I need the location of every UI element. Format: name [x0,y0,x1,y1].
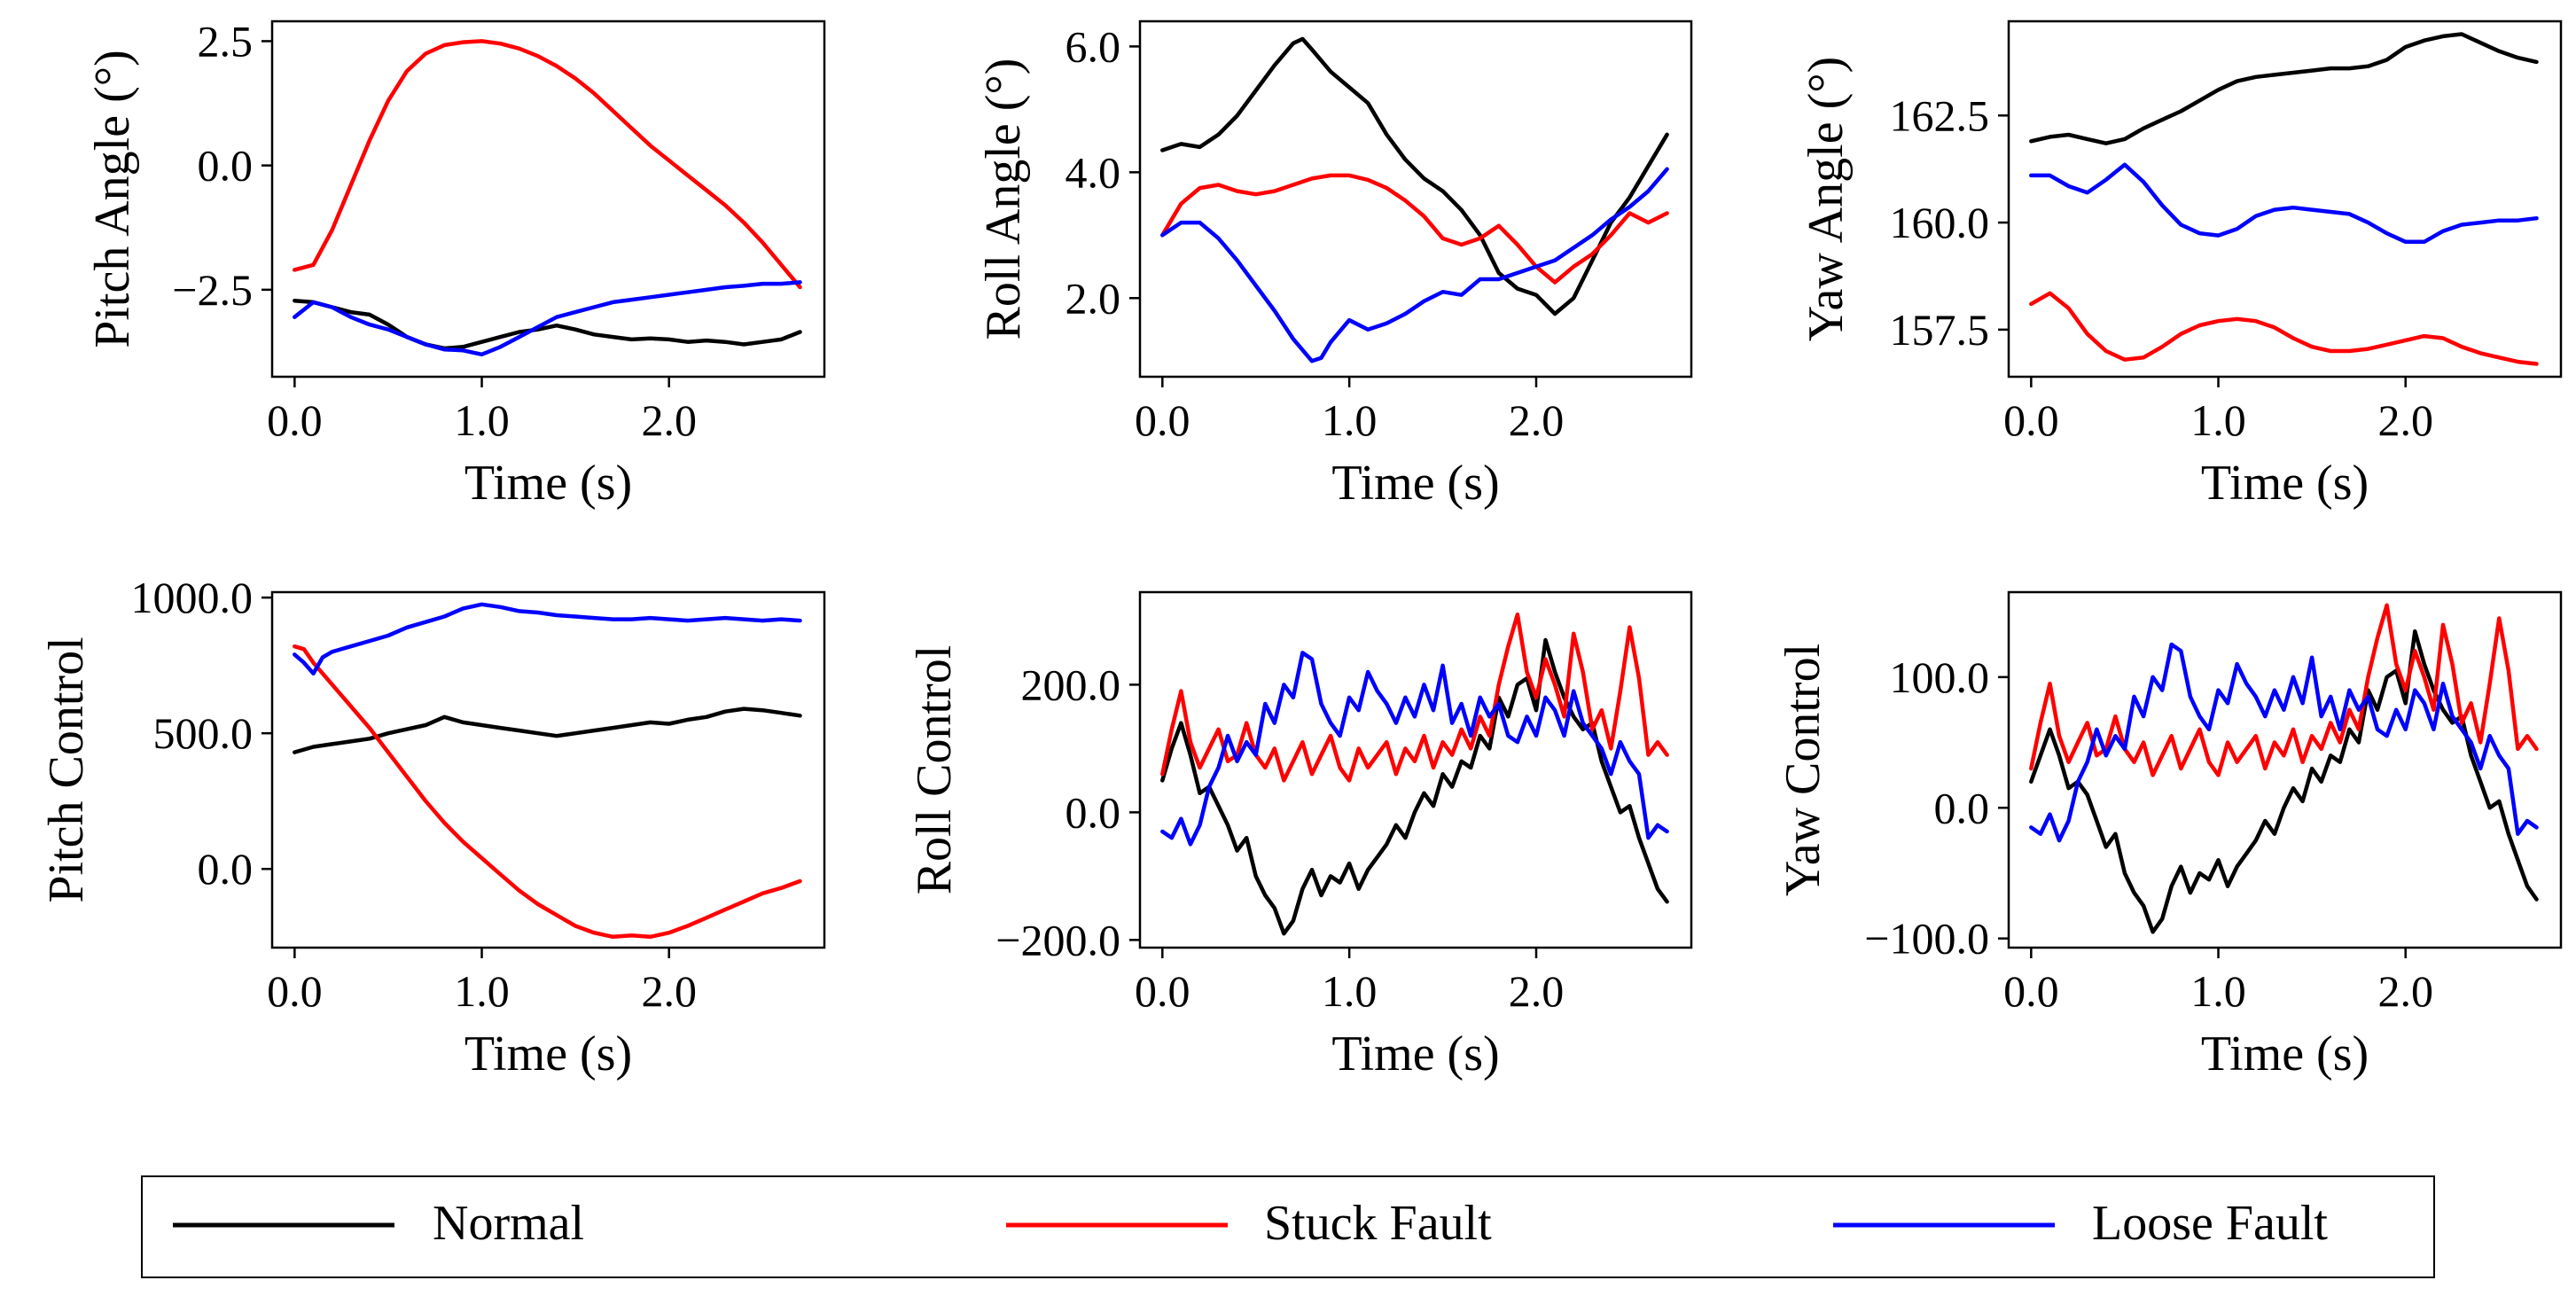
roll-control-series-normal [1160,637,1669,936]
roll-control-xtick-label: 0.0 [1135,966,1190,1016]
yaw-angle-series-stuck [2029,291,2539,366]
roll-control-ytick-label: 200.0 [1021,660,1121,709]
yaw-angle-ylabel: Yaw Angle (°) [1799,57,1854,342]
roll-control-ylabel: Roll Control [907,645,962,895]
pitch-control-xlabel: Time (s) [464,1027,632,1081]
yaw-control-xtick-label: 0.0 [2003,966,2059,1016]
subplot-pitch-control: 0.0 1.0 2.0 0.0 500.0 1000.0 Time (s) Pitch Con… [39,573,826,1081]
roll-angle-series-stuck [1160,173,1669,285]
yaw-angle-xtick-label: 2.0 [2377,395,2433,445]
roll-angle-axes-frame [1138,20,1693,379]
subplot-roll-control: 0.0 1.0 2.0 −200.0 0.0 200.0 Time (s) Roll Cont… [907,590,1693,1081]
yaw-control-xtick-label: 2.0 [2377,966,2433,1016]
roll-control-ytick-label: −200.0 [995,915,1120,964]
yaw-angle-xlabel: Time (s) [2201,456,2369,511]
pitch-angle-xtick-label: 0.0 [267,395,323,445]
yaw-control-series-loose [2029,642,2539,843]
pitch-angle-axes-frame [270,20,826,379]
roll-control-series-stuck [1160,612,1669,783]
pitch-control-series-loose [293,602,802,676]
legend-label-normal: Normal [433,1196,584,1251]
pitch-angle-ytick-label: −2.5 [172,265,253,315]
roll-angle-xtick-label: 2.0 [1509,395,1565,445]
subplot-pitch-angle: 0.0 1.0 2.0 −2.5 0.0 2.5 Time (s) Pitch Angle (… [85,16,826,511]
yaw-angle-ytick-label: 160.0 [1890,198,1990,247]
subplot-roll-angle: 0.0 1.0 2.0 2.0 4.0 6.0 Time (s) Roll Angle (°) [976,20,1693,511]
roll-angle-ytick-label: 6.0 [1066,21,1121,71]
subplot-yaw-control: 0.0 1.0 2.0 −100.0 0.0 100.0 Time (s) Yaw Contr… [1776,590,2563,1081]
roll-angle-ylabel: Roll Angle (°) [976,59,1031,340]
pitch-angle-series-loose [293,280,802,357]
yaw-control-ytick-label: 100.0 [1890,652,1990,702]
roll-angle-xtick-label: 0.0 [1135,395,1190,445]
yaw-angle-xtick-label: 1.0 [2190,395,2246,445]
yaw-angle-series-normal [2029,32,2539,145]
yaw-control-xtick-label: 1.0 [2190,966,2246,1016]
yaw-control-series-normal [2029,628,2539,934]
pitch-control-xtick-label: 1.0 [454,966,510,1016]
pitch-angle-xlabel: Time (s) [464,456,632,511]
pitch-control-xtick-label: 2.0 [641,966,697,1016]
roll-angle-xtick-label: 1.0 [1322,395,1378,445]
pitch-control-ylabel: Pitch Control [39,636,94,902]
roll-angle-ytick-label: 2.0 [1066,273,1121,323]
roll-control-xtick-label: 2.0 [1509,966,1565,1016]
pitch-control-axes-frame [270,590,826,949]
yaw-angle-ytick-label: 162.5 [1890,90,1990,140]
pitch-control-ytick-label: 500.0 [153,708,254,758]
yaw-angle-series-loose [2029,162,2539,245]
pitch-angle-ytick-label: 2.5 [198,16,254,66]
subplot-yaw-angle: 0.0 1.0 2.0 157.5 160.0 162.5 Time (s) Yaw Angl… [1799,20,2563,511]
pitch-control-ytick-label: 0.0 [198,844,254,894]
yaw-control-axes-frame [2007,590,2563,949]
yaw-control-xlabel: Time (s) [2201,1027,2369,1081]
roll-control-axes-frame [1138,590,1693,949]
pitch-control-xtick-label: 0.0 [267,966,323,1016]
yaw-control-ytick-label: −100.0 [1864,914,1989,964]
pitch-control-ytick-label: 1000.0 [131,573,254,622]
pitch-angle-series-stuck [293,39,802,290]
yaw-angle-xtick-label: 0.0 [2003,395,2059,445]
roll-control-xlabel: Time (s) [1331,1027,1499,1081]
pitch-angle-xtick-label: 2.0 [641,395,697,445]
roll-angle-series-normal [1160,36,1669,316]
roll-angle-ytick-label: 4.0 [1066,147,1121,197]
legend: Normal Stuck Fault Loose Fault [141,1175,2435,1278]
yaw-angle-axes-frame [2007,20,2563,379]
roll-control-series-loose [1160,651,1669,847]
roll-angle-xlabel: Time (s) [1331,456,1499,511]
pitch-control-series-normal [293,707,802,754]
roll-control-ytick-label: 0.0 [1066,787,1121,837]
pitch-angle-ylabel: Pitch Angle (°) [85,50,140,348]
yaw-control-ytick-label: 0.0 [1934,783,1990,832]
yaw-control-ylabel: Yaw Control [1776,644,1831,896]
pitch-angle-ytick-label: 0.0 [198,141,254,191]
roll-control-xtick-label: 1.0 [1322,966,1378,1016]
yaw-angle-ytick-label: 157.5 [1890,305,1990,355]
legend-label-loose: Loose Fault [2092,1196,2328,1251]
pitch-angle-xtick-label: 1.0 [454,395,510,445]
roll-angle-series-loose [1160,167,1669,363]
legend-label-stuck: Stuck Fault [1264,1196,1492,1251]
yaw-control-series-stuck [2029,603,2539,777]
pitch-angle-series-normal [293,298,802,351]
pitch-control-series-stuck [293,644,802,940]
